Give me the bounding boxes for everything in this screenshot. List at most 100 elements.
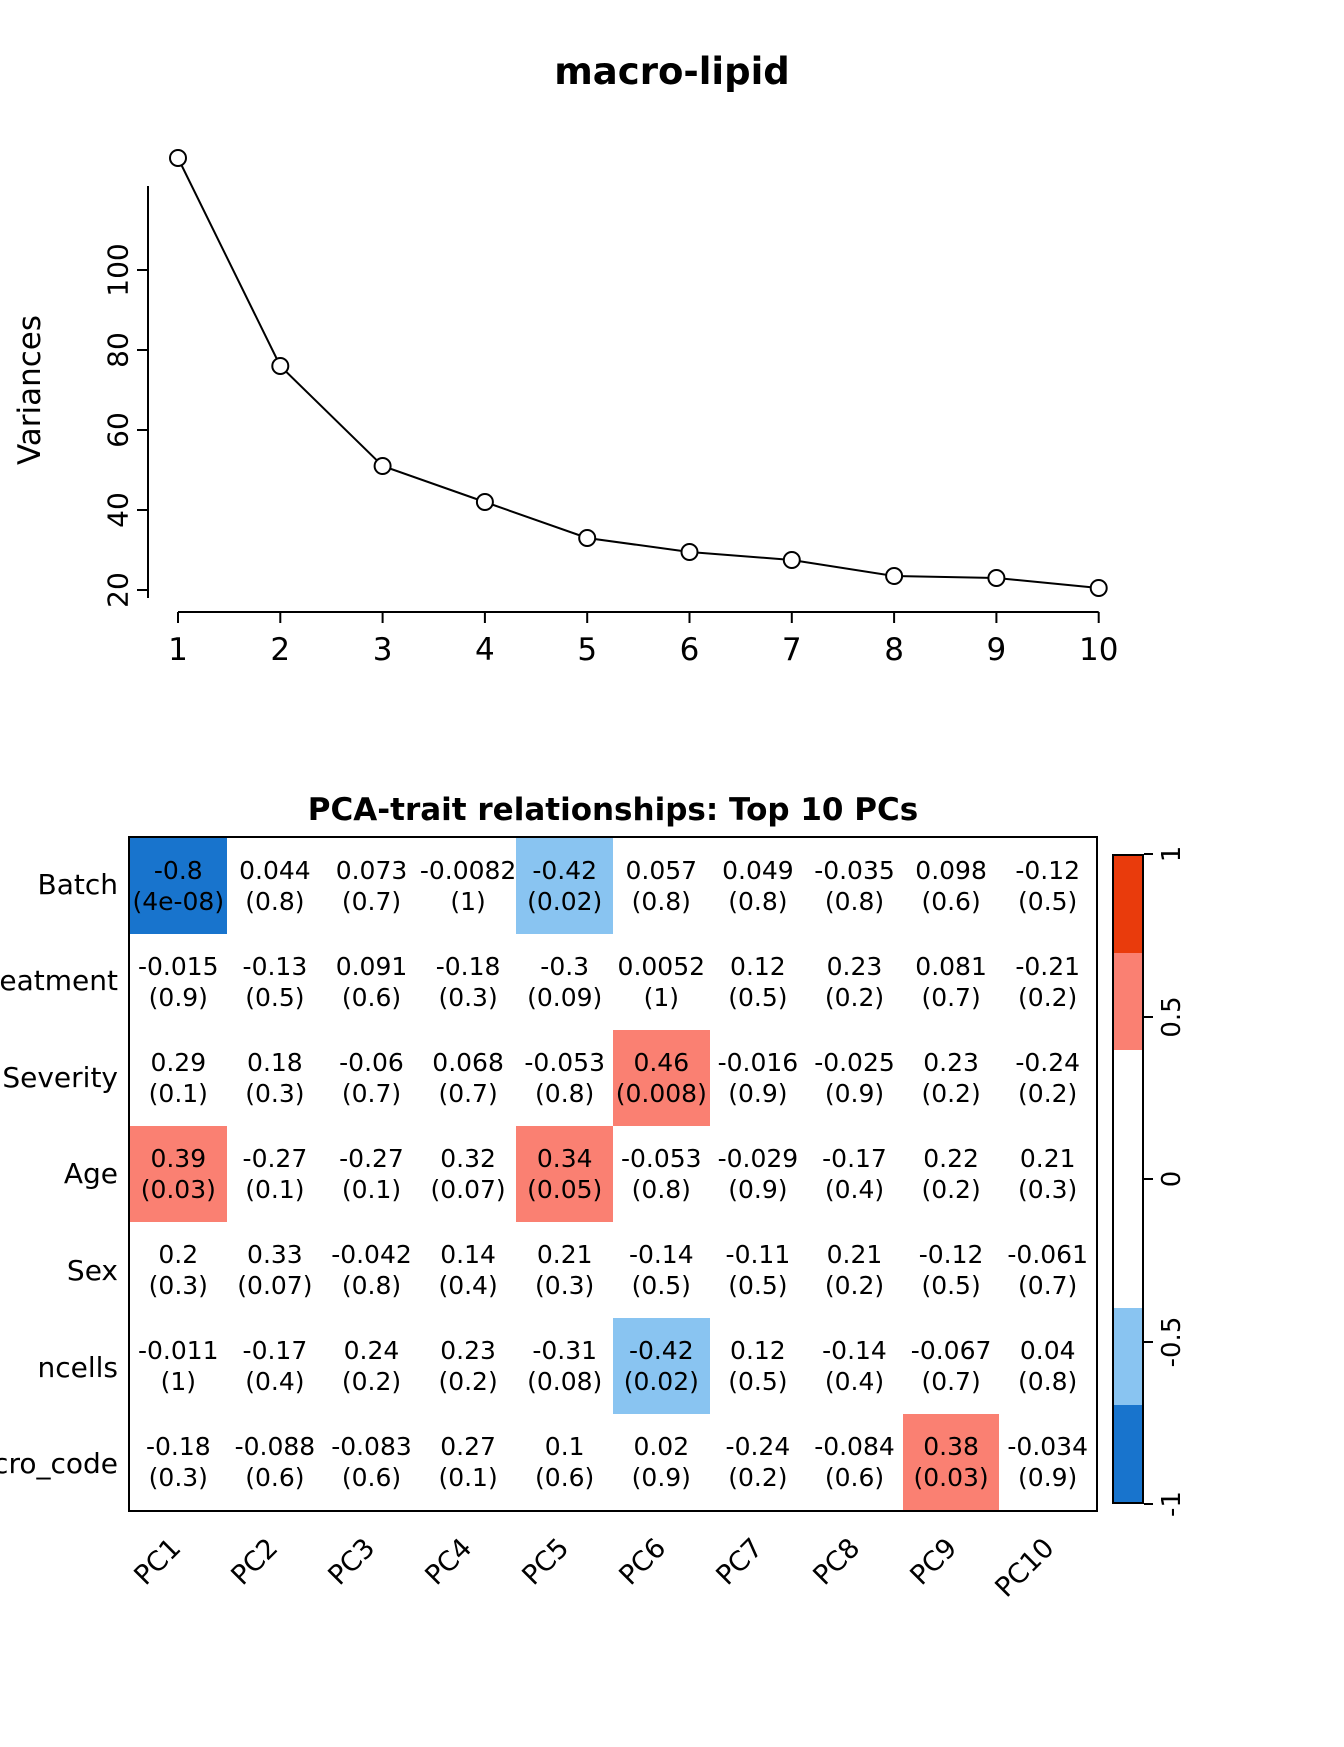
cell-p-value: (0.6) — [341, 983, 402, 1012]
heatmap-cell-Age-PC1: 0.39 (0.03) — [130, 1126, 227, 1222]
heatmap-cell-Batch-PC6: 0.057 (0.8) — [613, 838, 710, 934]
colorbar-segment-red — [1114, 856, 1142, 953]
heatmap-cell-Age-PC4: 0.32 (0.07) — [420, 1126, 517, 1222]
scree-x-tick-label: 1 — [168, 632, 188, 668]
cell-p-value: (0.1) — [148, 1079, 208, 1108]
cell-correlation-value: 0.39 — [150, 1144, 207, 1173]
cell-p-value: (0.2) — [1018, 983, 1078, 1012]
cell-p-value: (0.08) — [527, 1367, 603, 1396]
heatmap-col-label-PC7: PC7 — [710, 1532, 770, 1592]
heatmap-cell-Severity-PC4: 0.068 (0.7) — [420, 1030, 517, 1126]
cell-p-value: (0.3) — [438, 983, 498, 1012]
heatmap-cell-Treatment-PC4: -0.18 (0.3) — [420, 934, 517, 1030]
scree-y-axis-label: Variances — [12, 315, 48, 465]
heatmap-cell-Batch-PC3: 0.073 (0.7) — [323, 838, 420, 934]
cell-correlation-value: -0.015 — [138, 952, 219, 981]
cell-p-value: (0.8) — [631, 1175, 691, 1204]
cell-correlation-value: 0.23 — [826, 952, 883, 981]
cell-correlation-value: -0.24 — [725, 1432, 791, 1461]
cell-p-value: (0.8) — [341, 1271, 402, 1300]
cell-p-value: (0.8) — [535, 1079, 595, 1108]
colorbar-segment-salmon — [1114, 952, 1142, 1050]
cell-p-value: (0.6) — [824, 1463, 885, 1492]
cell-p-value: (0.5) — [631, 1271, 691, 1300]
heatmap-cell-Severity-PC3: -0.06 (0.7) — [323, 1030, 420, 1126]
cell-p-value: (0.9) — [148, 983, 208, 1012]
cell-p-value: (0.4) — [824, 1175, 885, 1204]
heatmap-row-label-Treatment: Treatment — [0, 964, 118, 998]
heatmap-cell-Treatment-PC2: -0.13 (0.5) — [227, 934, 324, 1030]
cell-p-value: (0.8) — [824, 887, 885, 916]
cell-correlation-value: -0.3 — [540, 952, 590, 981]
cell-p-value: (0.2) — [824, 1271, 885, 1300]
cell-p-value: (0.07) — [430, 1175, 506, 1204]
cell-correlation-value: -0.18 — [435, 952, 501, 981]
heatmap-cell-ncells-PC1: -0.011 (1) — [130, 1318, 227, 1414]
cell-p-value: (0.3) — [1018, 1175, 1078, 1204]
cell-p-value: (0.4) — [245, 1367, 305, 1396]
colorbar-tick-label: 1 — [1157, 845, 1187, 863]
cell-correlation-value: 0.098 — [915, 856, 987, 885]
cell-correlation-value: 0.02 — [633, 1432, 690, 1461]
heatmap-cell-Batch-PC10: -0.12 (0.5) — [999, 838, 1096, 934]
heatmap-cell-Age-PC7: -0.029 (0.9) — [710, 1126, 807, 1222]
cell-p-value: (0.9) — [728, 1079, 788, 1108]
cell-p-value: (0.2) — [921, 1079, 981, 1108]
cell-correlation-value: 0.23 — [440, 1336, 496, 1365]
scree-point — [271, 357, 290, 375]
cell-p-value: (0.9) — [631, 1463, 691, 1492]
colorbar-tick-label: -1 — [1157, 1491, 1187, 1517]
heatmap-cell-ncells-PC10: 0.04 (0.8) — [999, 1318, 1096, 1414]
heatmap-cell-Sex-PC1: 0.2 (0.3) — [130, 1222, 227, 1318]
heatmap-cell-Sex-PC4: 0.14 (0.4) — [420, 1222, 517, 1318]
cell-correlation-value: -0.21 — [1015, 952, 1081, 981]
cell-correlation-value: 0.081 — [915, 952, 987, 981]
heatmap-cell-Batch-PC7: 0.049 (0.8) — [710, 838, 807, 934]
cell-correlation-value: -0.24 — [1015, 1048, 1081, 1077]
scree-x-tick-label: 2 — [270, 632, 290, 668]
cell-correlation-value: 0.32 — [440, 1144, 496, 1173]
heatmap-col-label-PC1: PC1 — [128, 1532, 188, 1592]
heatmap-cell-Treatment-PC9: 0.081 (0.7) — [903, 934, 1000, 1030]
cell-correlation-value: 0.34 — [536, 1144, 593, 1173]
heatmap-cell-Severity-PC1: 0.29 (0.1) — [130, 1030, 227, 1126]
heatmap-cell-Severity-PC10: -0.24 (0.2) — [999, 1030, 1096, 1126]
cell-correlation-value: -0.17 — [242, 1336, 308, 1365]
cell-correlation-value: -0.11 — [725, 1240, 791, 1269]
cell-correlation-value: 0.14 — [440, 1240, 496, 1269]
cell-p-value: (0.8) — [728, 887, 788, 916]
cell-p-value: (0.2) — [438, 1367, 498, 1396]
heatmap-col-label-PC10: PC10 — [989, 1532, 1061, 1604]
heatmap-cell-Sex-PC10: -0.061 (0.7) — [999, 1222, 1096, 1318]
heatmap-row-label-Age: Age — [63, 1157, 118, 1191]
cell-p-value: (0.5) — [245, 983, 305, 1012]
cell-p-value: (0.07) — [237, 1271, 313, 1300]
cell-p-value: (0.9) — [1018, 1463, 1078, 1492]
heatmap-cell-Severity-PC6: 0.46 (0.008) — [612, 1030, 710, 1126]
heatmap-cell-Age-PC10: 0.21 (0.3) — [999, 1126, 1096, 1222]
heatmap-cell-Micro_code-PC8: -0.084 (0.6) — [806, 1414, 903, 1510]
cell-correlation-value: -0.011 — [138, 1336, 219, 1365]
cell-correlation-value: -0.016 — [717, 1048, 799, 1077]
heatmap-cell-Sex-PC6: -0.14 (0.5) — [613, 1222, 710, 1318]
cell-correlation-value: 0.1 — [544, 1432, 585, 1461]
colorbar-tick-label: -0.5 — [1157, 1316, 1187, 1367]
heatmap-cell-Batch-PC5: -0.42 (0.02) — [516, 838, 613, 934]
cell-correlation-value: -0.31 — [532, 1336, 598, 1365]
heatmap-cell-Sex-PC5: 0.21 (0.3) — [516, 1222, 613, 1318]
heatmap-cell-Micro_code-PC1: -0.18 (0.3) — [130, 1414, 227, 1510]
cell-correlation-value: -0.8 — [153, 856, 203, 885]
cell-correlation-value: 0.21 — [536, 1240, 593, 1269]
cell-p-value: (1) — [160, 1367, 196, 1396]
cell-p-value: (0.2) — [728, 1463, 788, 1492]
cell-p-value: (0.5) — [921, 1271, 981, 1300]
cell-p-value: (0.3) — [245, 1079, 305, 1108]
cell-correlation-value: -0.06 — [339, 1048, 404, 1077]
cell-correlation-value: 0.0052 — [617, 952, 706, 981]
scree-x-tick-label: 7 — [782, 632, 802, 668]
heatmap-row-label-Sex: Sex — [66, 1254, 118, 1288]
heatmap-row-label-Severity: Severity — [2, 1060, 118, 1094]
heatmap-cell-ncells-PC2: -0.17 (0.4) — [227, 1318, 324, 1414]
heatmap-grid: -0.8 (4e-08) 0.044 (0.8) 0.073 (0.7) -0.0082 (1… — [128, 836, 1098, 1512]
cell-p-value: (0.9) — [824, 1079, 885, 1108]
